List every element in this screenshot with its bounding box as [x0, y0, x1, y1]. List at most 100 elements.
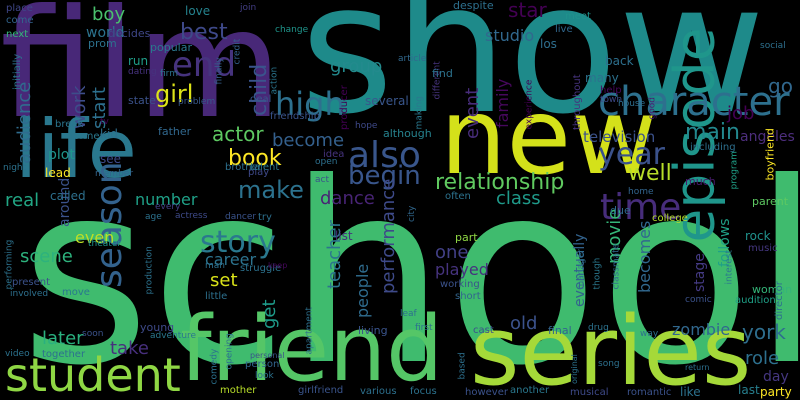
- word-get: get: [259, 299, 280, 329]
- word-find: find: [432, 67, 453, 80]
- word-music: music: [748, 243, 778, 254]
- word-change: change: [275, 25, 309, 35]
- word-tv: tv: [100, 117, 109, 127]
- word-play: play: [248, 167, 270, 178]
- word-part: part: [455, 231, 478, 244]
- word-los: los: [540, 37, 557, 51]
- word-becomes: becomes: [635, 220, 654, 293]
- word-school: school: [20, 129, 800, 400]
- word-well: well: [628, 161, 672, 186]
- word-good: good: [647, 97, 658, 120]
- word-keep: keep: [268, 261, 288, 270]
- word-video: video: [5, 349, 30, 359]
- word-class: class: [496, 188, 541, 209]
- word-relationship: relationship: [435, 170, 565, 195]
- word-boy: boy: [92, 4, 126, 25]
- word-student: student: [5, 348, 181, 400]
- word-apartment: apartment: [304, 306, 315, 355]
- word-played: played: [435, 260, 489, 279]
- word-often: often: [445, 191, 471, 202]
- word-every: every: [155, 202, 181, 212]
- word-original: original: [570, 354, 579, 384]
- word-teacher: teacher: [324, 220, 345, 289]
- word-initially: initially: [12, 53, 23, 90]
- word-join: join: [240, 3, 257, 13]
- word-young: young: [140, 321, 175, 334]
- word-many: many: [585, 71, 619, 85]
- word-hope: hope: [355, 121, 378, 131]
- word-performance: performance: [378, 178, 399, 294]
- word-look: look: [255, 371, 274, 381]
- word-later: later: [42, 328, 84, 349]
- word-act: act: [315, 175, 329, 185]
- word-first: first: [415, 323, 433, 333]
- word-last: last: [738, 383, 760, 397]
- word-one: one: [435, 242, 469, 263]
- word-plot: plot: [48, 147, 75, 163]
- word-job: job: [727, 103, 755, 124]
- word-take: take: [110, 338, 149, 359]
- word-decides: decides: [108, 27, 151, 40]
- word-life: life: [15, 103, 137, 196]
- word-despite: despite: [453, 0, 494, 12]
- word-several: several: [365, 94, 409, 108]
- word-series: series: [470, 297, 752, 400]
- word-live: live: [555, 24, 573, 35]
- word-go: go: [768, 74, 793, 98]
- word-social: social: [760, 41, 786, 51]
- word-people: people: [353, 263, 372, 318]
- word-run: run: [128, 54, 149, 68]
- word-town: town: [600, 95, 623, 105]
- word-end: end: [172, 45, 237, 85]
- word-though: though: [592, 257, 603, 290]
- word-little: little: [205, 291, 228, 302]
- word-rock: rock: [745, 229, 771, 243]
- word-become: become: [272, 130, 345, 151]
- word-break: break: [55, 119, 84, 130]
- word-day: day: [763, 369, 789, 385]
- word-girlfriend: girlfriend: [298, 385, 344, 396]
- word-child: child: [247, 63, 272, 116]
- word-see: see: [100, 152, 122, 166]
- word-show: show: [300, 0, 766, 154]
- word-soon: soon: [82, 329, 104, 339]
- word-friend: friend: [180, 297, 444, 400]
- word-year: year: [598, 137, 665, 172]
- word-person: person: [245, 359, 280, 370]
- word-group: group: [330, 56, 383, 77]
- word-production: production: [144, 246, 155, 295]
- word-song: song: [598, 359, 620, 369]
- word-friendship: friendship: [270, 111, 320, 122]
- word-comedy: comedy: [209, 348, 220, 385]
- word-based: based: [457, 352, 468, 380]
- word-popular: popular: [150, 41, 192, 54]
- word-new: new: [440, 76, 658, 198]
- word-former: former: [70, 131, 104, 142]
- word-leaf: leaf: [400, 309, 417, 319]
- word-actress: actress: [175, 211, 208, 221]
- word-interest: interest: [724, 249, 735, 285]
- word-involved: involved: [10, 289, 49, 299]
- word-dating: dating: [128, 67, 157, 77]
- word-also: also: [348, 135, 421, 176]
- word-try: try: [258, 212, 272, 223]
- word-move: move: [62, 287, 90, 298]
- word-living: living: [358, 324, 388, 337]
- word-number: number: [135, 190, 198, 209]
- word-focus: focus: [410, 386, 437, 397]
- word-due: due: [610, 204, 631, 217]
- word-mother: mother: [220, 385, 257, 396]
- word-next: next: [6, 29, 29, 40]
- word-woman: woman: [752, 283, 793, 296]
- word-old: old: [510, 313, 538, 334]
- word-comic: comic: [685, 295, 712, 305]
- word-brother: brother: [225, 162, 262, 173]
- word-age: age: [145, 212, 162, 222]
- word-final: final: [548, 324, 572, 337]
- word-even: even: [75, 228, 115, 247]
- word-article: article: [398, 54, 427, 64]
- word-personal: personal: [250, 351, 285, 360]
- word-program: program: [729, 151, 740, 190]
- word-finally: finally: [214, 57, 225, 85]
- word-girl: girl: [155, 80, 194, 108]
